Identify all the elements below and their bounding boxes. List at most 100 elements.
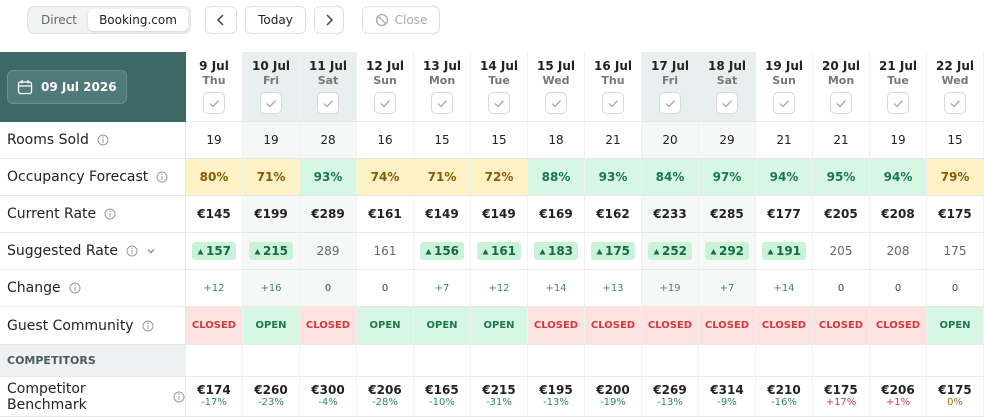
day-checkbox[interactable] xyxy=(887,92,909,114)
close-button[interactable]: Close xyxy=(362,6,440,34)
cell: 0 xyxy=(870,270,927,307)
row-label: Guest Community xyxy=(0,307,186,345)
suggested-rate: 252 xyxy=(661,244,688,258)
cell: 21 xyxy=(813,122,870,159)
cell: +16 xyxy=(243,270,300,307)
day-checkbox[interactable] xyxy=(374,92,396,114)
cell: 0 xyxy=(927,270,984,307)
cell: +14 xyxy=(756,270,813,307)
suggested-rate: 183 xyxy=(547,244,574,258)
section-header: COMPETITORS xyxy=(0,345,186,377)
cell: 292 xyxy=(699,233,756,270)
row-label-text: Change xyxy=(7,280,61,296)
suggested-badge[interactable]: 191 xyxy=(761,242,807,260)
cell-value: 21 xyxy=(776,133,792,147)
cell-value: 0 xyxy=(381,282,389,294)
cell: 97% xyxy=(699,159,756,196)
cell: CLOSED xyxy=(756,307,813,345)
day-checkbox[interactable] xyxy=(602,92,624,114)
benchmark-diff: +1% xyxy=(885,397,911,408)
day-weekday: Thu xyxy=(601,74,625,87)
day-checkbox[interactable] xyxy=(488,92,510,114)
benchmark-rate: €300 xyxy=(311,383,345,397)
suggested-badge[interactable]: 292 xyxy=(704,242,750,260)
community-status: OPEN xyxy=(483,320,515,331)
cell: 19 xyxy=(186,122,243,159)
cell: €205 xyxy=(813,196,870,233)
day-checkbox[interactable] xyxy=(203,92,225,114)
benchmark-rate: €215 xyxy=(482,383,516,397)
prev-button[interactable] xyxy=(205,6,237,34)
day-checkbox[interactable] xyxy=(944,92,966,114)
suggested-badge[interactable]: 175 xyxy=(590,242,636,260)
benchmark-rate: €195 xyxy=(539,383,573,397)
cell-value: 205 xyxy=(829,244,853,258)
cell: €149 xyxy=(471,196,528,233)
cell-value: 94% xyxy=(883,170,913,184)
community-status: OPEN xyxy=(426,320,458,331)
day-checkbox[interactable] xyxy=(716,92,738,114)
suggested-badge[interactable]: 156 xyxy=(419,242,465,260)
cell: 95% xyxy=(813,159,870,196)
date-picker[interactable]: 09 Jul 2026 xyxy=(7,70,127,104)
today-button[interactable]: Today xyxy=(245,6,306,34)
cell: CLOSED xyxy=(699,307,756,345)
cell-value: 175 xyxy=(943,244,967,258)
suggested-badge[interactable]: 183 xyxy=(533,242,579,260)
benchmark-cell: €210 -16% xyxy=(756,377,813,417)
section-cell xyxy=(471,345,528,377)
day-date: 17 Jul xyxy=(651,59,689,73)
suggested-badge[interactable]: 215 xyxy=(248,242,294,260)
cell: OPEN xyxy=(243,307,300,345)
cell-value: 161 xyxy=(373,244,397,258)
cell: €169 xyxy=(528,196,585,233)
cell: 175 xyxy=(927,233,984,270)
day-weekday: Sun xyxy=(772,74,796,87)
channel-option[interactable]: Direct xyxy=(41,13,77,27)
day-date: 19 Jul xyxy=(765,59,803,73)
day-checkbox[interactable] xyxy=(830,92,852,114)
benchmark-cell: €269 -13% xyxy=(642,377,699,417)
day-date: 18 Jul xyxy=(708,59,746,73)
benchmark-diff: -13% xyxy=(657,397,683,408)
benchmark-rate: €269 xyxy=(653,383,687,397)
cell: 156 xyxy=(414,233,471,270)
cell-value: 93% xyxy=(598,170,628,184)
section-cell xyxy=(813,345,870,377)
cell-value: €177 xyxy=(767,207,801,221)
cell-value: 19 xyxy=(263,133,279,147)
cell: €233 xyxy=(642,196,699,233)
next-button[interactable] xyxy=(314,6,344,34)
cell: 252 xyxy=(642,233,699,270)
cell: CLOSED xyxy=(300,307,357,345)
cell: €162 xyxy=(585,196,642,233)
cell-value: 15 xyxy=(947,133,963,147)
day-weekday: Sat xyxy=(716,74,738,87)
day-checkbox[interactable] xyxy=(659,92,681,114)
day-checkbox[interactable] xyxy=(260,92,282,114)
day-checkbox[interactable] xyxy=(317,92,339,114)
suggested-badge[interactable]: 161 xyxy=(476,242,522,260)
day-weekday: Fri xyxy=(262,74,279,87)
suggested-badge[interactable]: 157 xyxy=(191,242,237,260)
day-checkbox[interactable] xyxy=(545,92,567,114)
section-cell xyxy=(756,345,813,377)
day-weekday: Thu xyxy=(202,74,226,87)
date-picker-label: 09 Jul 2026 xyxy=(41,80,117,94)
day-checkbox[interactable] xyxy=(431,92,453,114)
day-checkbox[interactable] xyxy=(773,92,795,114)
day-weekday: Tue xyxy=(887,74,909,87)
cell: CLOSED xyxy=(813,307,870,345)
cell-value: 28 xyxy=(320,133,336,147)
cell-value: 0 xyxy=(837,282,845,294)
channel-option[interactable]: Booking.com xyxy=(88,9,188,31)
cell: +13 xyxy=(585,270,642,307)
day-header: 19 Jul Sun xyxy=(756,52,813,122)
benchmark-diff: -19% xyxy=(600,397,626,408)
cell: €289 xyxy=(300,196,357,233)
cell-value: €149 xyxy=(425,207,459,221)
suggested-badge[interactable]: 252 xyxy=(647,242,693,260)
section-cell xyxy=(870,345,927,377)
benchmark-rate: €314 xyxy=(710,383,744,397)
cell: CLOSED xyxy=(642,307,699,345)
